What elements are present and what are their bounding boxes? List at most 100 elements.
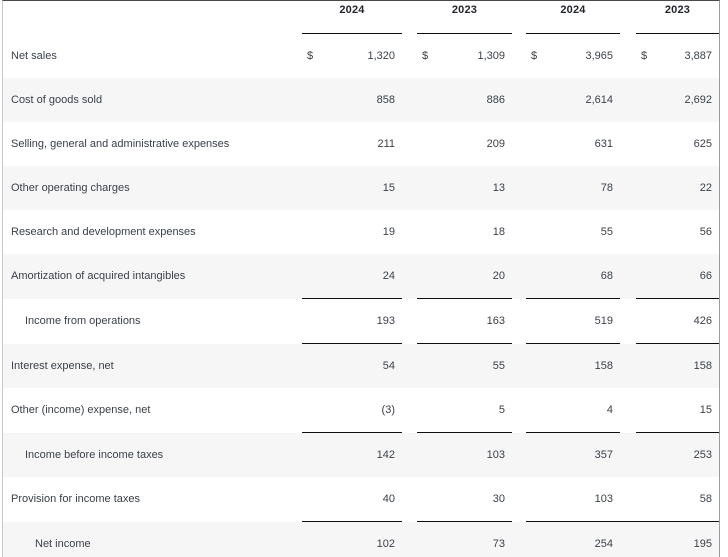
value: 254 [594,538,613,550]
value: 1,320 [367,50,395,62]
value: 22 [699,182,712,194]
table-row: Other (income) expense, net (3) 5 4 15 [3,388,719,433]
row-label: Income before income taxes [25,448,164,461]
column-gap [402,122,417,166]
column-gap [402,522,417,557]
currency-symbol: $ [531,50,538,62]
cell-value: 163 [417,298,512,344]
column-gap [512,254,526,299]
cell-value: 426 [636,298,719,344]
column-gap [512,78,526,122]
cell-value: (3) [302,388,402,433]
value: 625 [693,138,712,150]
cell-value: 193 [302,298,402,344]
row-label: Cost of goods sold [11,94,103,106]
cell-value: 22 [636,166,719,210]
table-row: Interest expense, net 54 55 158 158 [3,343,719,389]
cell-value: 631 [526,122,620,166]
value: 78 [600,182,613,194]
column-gap [512,122,526,166]
cell-value: $3,887 [636,34,719,79]
value: 66 [699,270,712,282]
value: 73 [492,538,505,550]
value: 886 [486,94,505,106]
column-gap [402,34,417,79]
column-gap [620,34,636,79]
column-gap [620,388,636,433]
value: 209 [486,138,505,150]
column-gap [512,522,526,557]
cell-value: $1,320 [302,34,402,79]
table-row: Selling, general and administrative expe… [3,122,719,166]
cell-value: 142 [302,432,402,477]
cell-value: 73 [417,521,512,557]
column-gap [620,299,636,344]
table-row: Net sales $1,320 $1,309 $3,965 $3,887 [3,34,719,79]
currency-symbol: $ [307,50,314,62]
column-gap [512,433,526,478]
table-row: Cost of goods sold 858 886 2,614 2,692 [3,78,719,122]
column-gap [512,388,526,433]
column-gap [402,344,417,389]
value: 15 [382,182,395,194]
cell-value: 55 [417,344,512,389]
cell-value: 886 [417,78,512,122]
value: 55 [600,226,613,238]
cell-value: 103 [417,432,512,477]
cell-value: $3,965 [526,34,620,79]
value: 19 [382,226,395,238]
row-label: Amortization of acquired intangibles [11,270,186,283]
value: (3) [381,404,395,416]
table-row: Research and development expenses 19 18 55 5… [3,210,719,254]
column-gap [512,299,526,344]
value: 56 [699,226,712,238]
value: 30 [492,493,505,505]
row-label: Other operating charges [11,182,130,194]
cell-value: 4 [526,388,620,433]
row-label: Research and development expenses [11,226,196,238]
value: 68 [600,270,613,282]
value: 631 [594,138,613,150]
value: 158 [693,360,712,372]
cell-value: 78 [526,166,620,210]
value: 18 [492,226,505,238]
cell-value: 357 [526,432,620,477]
cell-value: 24 [302,254,402,299]
cell-value: 254 [526,521,620,557]
column-gap [402,210,417,254]
column-gap [402,477,417,522]
column-gap [402,299,417,344]
value: 103 [486,449,505,461]
income-statement-table: 2024 2023 2024 2023 Net sales $1,320 $1,30… [3,1,719,557]
cell-value: 209 [417,122,512,166]
value: 55 [492,360,505,372]
column-gap [402,254,417,299]
table-row: Income from operations 193 163 519 426 [3,298,719,344]
column-gap [620,122,636,166]
column-gap [402,78,417,122]
table-row: Other operating charges 15 13 78 22 [3,166,719,210]
cell-value: 18 [417,210,512,254]
value: 58 [699,493,712,505]
header-row: 2024 2023 2024 2023 [3,1,719,34]
column-gap [620,254,636,299]
cell-value: 158 [526,344,620,389]
currency-symbol: $ [422,50,429,62]
column-gap [402,1,417,34]
cell-value: 15 [302,166,402,210]
cell-value: 30 [417,477,512,522]
cell-value: 40 [302,477,402,522]
cell-value: 19 [302,210,402,254]
column-gap [512,477,526,522]
column-gap [402,388,417,433]
row-label: Income from operations [25,315,141,327]
row-label: Provision for income taxes [11,493,140,506]
column-gap [512,344,526,389]
value: 1,309 [477,50,505,62]
cell-value: 55 [526,210,620,254]
value: 20 [492,270,505,282]
row-label: Interest expense, net [11,359,114,372]
cell-value: 2,614 [526,78,620,122]
value: 193 [376,315,395,327]
